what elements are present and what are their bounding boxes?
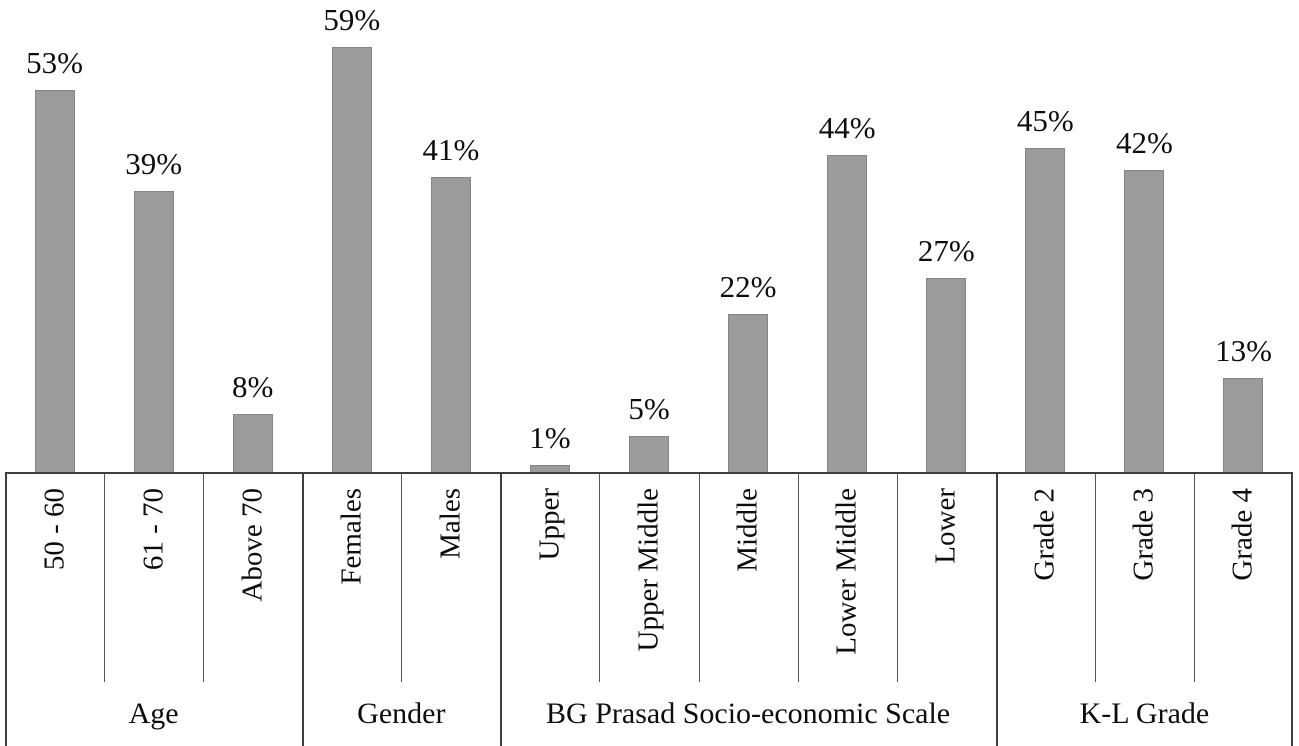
bar (926, 278, 967, 472)
bar-slot: 22% (699, 0, 798, 472)
category-cell: Grade 4 (1193, 474, 1293, 682)
category-cell: Above 70 (203, 474, 302, 682)
category-cell: Grade 3 (1094, 474, 1194, 682)
category-cell: 61 - 70 (104, 474, 203, 682)
value-label: 44% (818, 110, 876, 145)
group-divider-line (5, 474, 7, 746)
value-label: 22% (719, 269, 777, 304)
category-divider-line (896, 474, 898, 682)
axis-group: Grade 2 Grade 3 Grade 4 K-L Grade (995, 474, 1294, 746)
value-label: 1% (529, 420, 571, 455)
value-label: 59% (323, 2, 381, 37)
value-label: 45% (1016, 103, 1074, 138)
bar (827, 155, 868, 472)
bar-slot: 13% (1194, 0, 1293, 472)
bar (1124, 170, 1165, 472)
value-label: 41% (422, 132, 480, 167)
category-label: Grade 3 (1127, 488, 1160, 581)
category-cell: Middle (698, 474, 798, 682)
bar-slot: 45% (996, 0, 1095, 472)
value-label: 53% (26, 45, 83, 80)
plot-area: 53% 39% 8% 59% 41% 1% 5% 22% 44% 27% 45% 42% 13% (5, 0, 1293, 472)
bar (728, 314, 769, 472)
value-label: 42% (1115, 125, 1173, 160)
category-divider-line (1193, 474, 1195, 682)
category-label: Females (335, 488, 368, 585)
value-label: 27% (917, 233, 975, 268)
category-cell: Males (401, 474, 500, 682)
value-label: 39% (125, 146, 183, 181)
bar-slot: 27% (897, 0, 996, 472)
category-label: Middle (731, 488, 764, 572)
category-divider-line (698, 474, 700, 682)
category-divider-line (599, 474, 601, 682)
category-divider-line (797, 474, 799, 682)
group-divider-line (500, 474, 503, 746)
bar-slot: 53% (5, 0, 104, 472)
value-label: 5% (628, 391, 670, 426)
bar-slot: 42% (1095, 0, 1194, 472)
category-label: Lower Middle (830, 488, 863, 655)
bar-slot: 59% (302, 0, 401, 472)
category-cell: Lower (896, 474, 996, 682)
category-cell: Grade 2 (996, 474, 1095, 682)
bar-slot: 39% (104, 0, 203, 472)
category-cell: Upper (500, 474, 599, 682)
bar-slot: 41% (401, 0, 500, 472)
group-label: Gender (357, 697, 446, 730)
axis-group: 50 - 60 61 - 70 Above 70 Age (5, 474, 302, 746)
category-label: 61 - 70 (137, 488, 170, 571)
category-label: Above 70 (236, 488, 269, 602)
group-divider-line (995, 474, 998, 746)
category-cell: Females (302, 474, 401, 682)
category-divider-line (1094, 474, 1096, 682)
category-label-row: 50 - 60 61 - 70 Above 70 (5, 474, 302, 682)
category-divider-line (203, 474, 205, 682)
category-cell: Upper Middle (599, 474, 698, 682)
category-label: Lower (929, 488, 962, 564)
category-divider-line (401, 474, 403, 682)
group-divider-line (302, 474, 305, 746)
bar-slot: 1% (500, 0, 599, 472)
group-label: K-L Grade (1079, 697, 1210, 730)
bar (34, 90, 75, 472)
bar-slot: 44% (798, 0, 897, 472)
bar (430, 177, 471, 472)
bar-slot: 5% (599, 0, 698, 472)
axis-group: Upper Upper Middle Middle Lower Middle Lower… (500, 474, 995, 746)
bar (133, 191, 174, 472)
category-cell: Lower Middle (797, 474, 897, 682)
x-axis-label-area: 50 - 60 61 - 70 Above 70 Age Females Males Gen… (5, 472, 1294, 746)
category-label-row: Grade 2 Grade 3 Grade 4 (996, 474, 1293, 682)
category-label: Grade 4 (1226, 488, 1259, 581)
group-label: BG Prasad Socio-economic Scale (546, 697, 951, 730)
axis-group: Females Males Gender (302, 474, 500, 746)
category-cell: 50 - 60 (5, 474, 104, 682)
value-label: 13% (1215, 333, 1272, 368)
bar (529, 465, 570, 472)
category-label: Males (434, 488, 467, 559)
category-label: Upper Middle (632, 488, 665, 652)
category-label: Upper (533, 488, 566, 561)
category-divider-line (104, 474, 106, 682)
bar (1223, 378, 1264, 472)
bar (232, 414, 273, 472)
category-label: Grade 2 (1028, 488, 1061, 581)
value-label: 8% (232, 369, 274, 404)
bar (1025, 148, 1066, 472)
bar (629, 436, 669, 472)
bar (331, 47, 372, 472)
category-label-row: Females Males (302, 474, 500, 682)
bar-slot: 8% (203, 0, 302, 472)
group-label: Age (128, 697, 179, 730)
axis-right-border-line (1291, 474, 1294, 746)
category-label-row: Upper Upper Middle Middle Lower Middle Lower (500, 474, 995, 682)
category-label: 50 - 60 (38, 488, 71, 571)
